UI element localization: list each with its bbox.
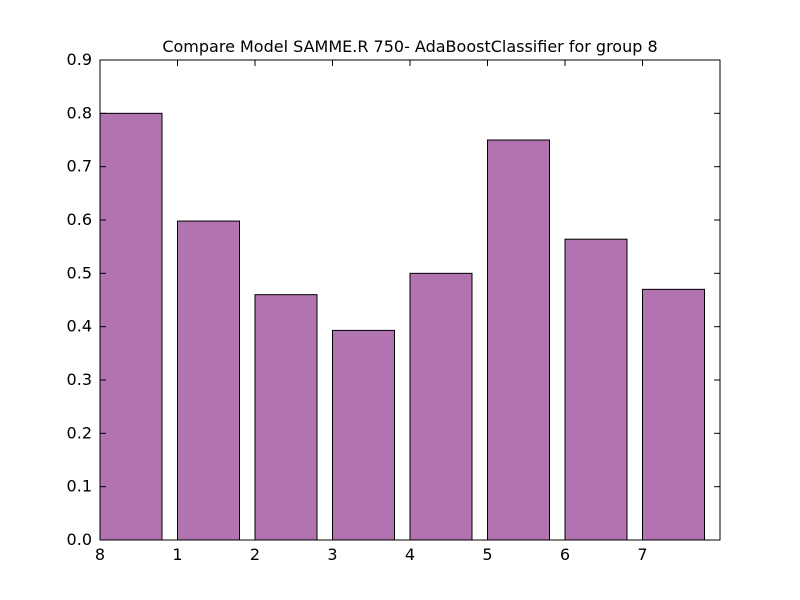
x-tick-label-6: 6	[560, 545, 570, 564]
y-tick-label: 0.4	[67, 317, 92, 336]
bars-layer	[99, 112, 705, 541]
y-tick-label: 0.1	[67, 477, 92, 496]
bar-1	[177, 220, 240, 541]
x-tick-label-4: 4	[405, 545, 415, 564]
ticks-layer	[99, 59, 720, 541]
x-tick-label-7: 7	[637, 545, 647, 564]
y-tick-label: 0.7	[67, 157, 92, 176]
y-tick-label: 0.8	[67, 103, 92, 122]
y-tick-label: 0.3	[67, 370, 92, 389]
x-tick-label-2: 2	[250, 545, 260, 564]
bar-8	[99, 112, 163, 541]
chart-title: Compare Model SAMME.R 750- AdaBoostClass…	[162, 37, 657, 56]
bar-5	[487, 139, 550, 541]
bar-2	[254, 294, 318, 541]
labels-layer: 0.0 0.1 0.2 0.3 0.4 0.5 0.6 0.7 0.8 0.9 8 1 2 3 4 5 6 7	[67, 50, 648, 564]
bar-4	[409, 272, 473, 541]
bar-6	[564, 238, 628, 541]
y-tick-label: 0.2	[67, 423, 92, 442]
x-tick-label-1: 1	[172, 545, 182, 564]
y-tick-label: 0.5	[67, 263, 92, 282]
bar-7	[642, 288, 705, 541]
y-tick-label: 0.6	[67, 210, 92, 229]
x-tick-label-5: 5	[482, 545, 492, 564]
y-tick-label: 0.0	[67, 530, 92, 549]
bar-3	[332, 329, 395, 541]
x-tick-label-8: 8	[95, 545, 105, 564]
plot-frame	[99, 59, 721, 541]
x-tick-label-3: 3	[327, 545, 337, 564]
y-tick-label: 0.9	[67, 50, 92, 69]
